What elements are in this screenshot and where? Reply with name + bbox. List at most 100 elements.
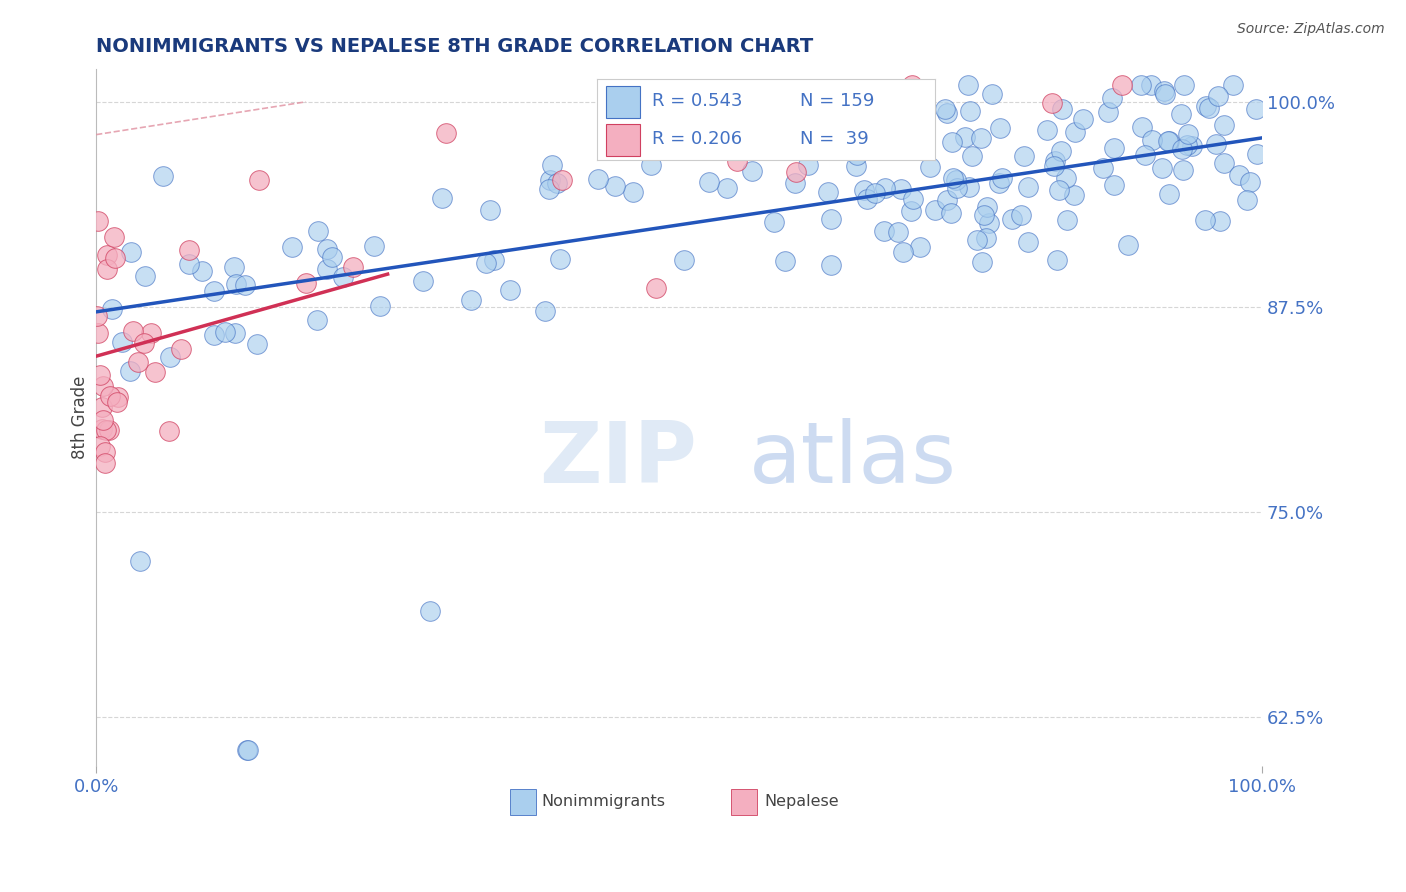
Point (804, 142, 827, 156)
Point (1063, 187, 1085, 202)
Point (697, 174, 720, 188)
Point (94, 423, 117, 437)
Point (1244, 102, 1267, 116)
Point (90, 400, 112, 414)
Point (977, 216, 1000, 230)
Point (202, 327, 225, 342)
Point (763, 215, 786, 229)
Point (845, 159, 868, 173)
Point (887, 109, 910, 123)
Point (820, 212, 842, 227)
Point (90, 422, 112, 436)
Point (681, 99, 703, 113)
Point (817, 186, 839, 200)
Point (858, 128, 880, 143)
Point (120, 364, 142, 378)
Point (869, 124, 891, 138)
Point (845, 148, 868, 162)
Point (1213, 155, 1236, 169)
Point (1050, 145, 1073, 159)
Point (939, 205, 962, 219)
Point (901, 78, 924, 93)
Point (1017, 180, 1039, 194)
Point (957, 180, 980, 194)
Point (141, 326, 163, 340)
Text: Nepalese: Nepalese (763, 794, 839, 809)
Point (1222, 78, 1244, 93)
Point (103, 230, 125, 244)
Point (1140, 133, 1163, 147)
Point (157, 424, 180, 438)
Point (741, 164, 763, 178)
Point (127, 355, 149, 369)
Point (111, 335, 134, 350)
Point (640, 157, 662, 171)
Point (945, 181, 967, 195)
Point (91, 379, 114, 393)
Point (1227, 168, 1250, 182)
Point (546, 177, 568, 191)
Text: NONIMMIGRANTS VS NEPALESE 8TH GRADE CORRELATION CHART: NONIMMIGRANTS VS NEPALESE 8TH GRADE CORR… (96, 37, 814, 56)
Point (900, 204, 922, 219)
Point (1181, 139, 1204, 153)
Point (956, 78, 979, 93)
Point (1157, 134, 1180, 148)
Point (86, 310, 108, 324)
Point (1102, 178, 1125, 192)
Point (873, 224, 896, 238)
Point (1035, 123, 1057, 137)
Point (246, 337, 269, 351)
Point (945, 173, 967, 187)
Point (1195, 99, 1218, 113)
Point (89, 368, 111, 383)
Point (972, 255, 994, 269)
Point (143, 365, 166, 379)
Point (1153, 87, 1175, 101)
Point (959, 103, 981, 118)
Point (960, 149, 983, 163)
Point (460, 293, 482, 307)
Point (973, 208, 995, 222)
Point (104, 251, 127, 265)
Point (1064, 125, 1087, 139)
Point (924, 203, 946, 218)
Point (96, 261, 118, 276)
Point (316, 262, 339, 277)
Point (1246, 147, 1268, 161)
Point (1157, 134, 1180, 148)
Text: Nonimmigrants: Nonimmigrants (541, 794, 665, 809)
Point (873, 139, 896, 153)
Point (1170, 107, 1192, 121)
Point (716, 181, 738, 195)
Point (105, 394, 128, 409)
Point (499, 283, 522, 297)
Point (202, 284, 225, 298)
Point (538, 173, 561, 187)
Point (1130, 120, 1153, 134)
Point (1153, 84, 1175, 98)
Point (725, 154, 748, 169)
Point (332, 269, 354, 284)
Point (1042, 159, 1064, 173)
Point (1213, 118, 1236, 132)
Point (941, 136, 963, 150)
Point (1177, 128, 1199, 142)
Point (1205, 136, 1227, 151)
Point (1071, 112, 1094, 127)
Point (101, 302, 124, 317)
Point (363, 239, 385, 253)
Point (891, 245, 914, 260)
Point (908, 240, 931, 254)
Point (855, 192, 877, 206)
Point (321, 250, 343, 264)
Point (170, 342, 193, 356)
Point (224, 326, 246, 340)
Point (479, 202, 502, 217)
Point (89, 439, 111, 453)
Point (98, 389, 121, 403)
Point (1171, 142, 1194, 156)
Point (806, 134, 828, 148)
Point (475, 256, 498, 270)
Point (342, 260, 364, 275)
Point (430, 191, 453, 205)
